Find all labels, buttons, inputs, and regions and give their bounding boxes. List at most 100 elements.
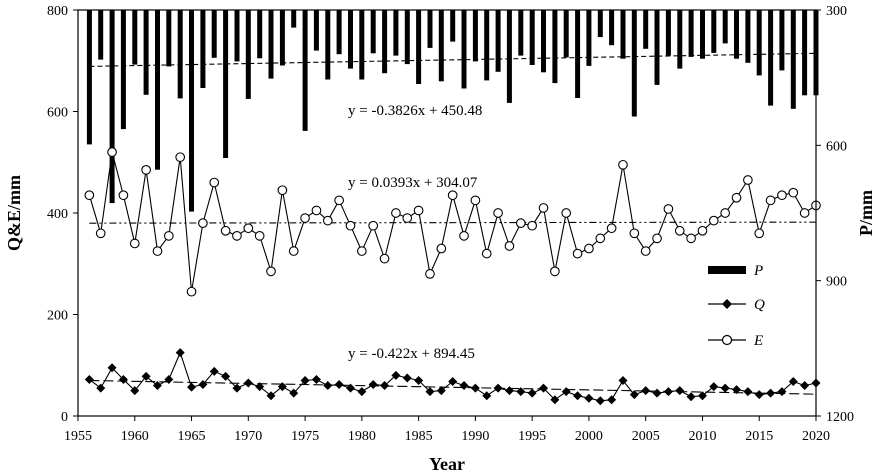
q-point-1989	[459, 381, 469, 391]
x-tick-label-1970: 1970	[234, 429, 262, 444]
p-bar-1961	[143, 10, 149, 95]
p-bar-1971	[257, 10, 263, 59]
p-bar-1976	[313, 10, 319, 51]
p-bar-2015	[756, 10, 762, 76]
y-left-tick-label-800: 800	[47, 4, 68, 19]
e-point-1961	[141, 165, 151, 175]
p-bar-1988	[450, 10, 456, 42]
y-left-tick-label-200: 200	[47, 309, 68, 324]
p-bar-2007	[665, 10, 671, 56]
x-tick-label-1960: 1960	[121, 429, 149, 444]
p-bar-2012	[722, 10, 728, 44]
e-point-1957	[95, 228, 106, 239]
p-bar-1972	[268, 10, 274, 79]
y-left-tick-label-0: 0	[61, 410, 68, 425]
e-point-1963	[163, 230, 174, 241]
trend-equation-p: y = -0.3826x + 450.48	[348, 103, 482, 119]
e-point-1974	[288, 246, 299, 256]
e-point-1964	[175, 152, 186, 163]
q-point-1963	[164, 374, 174, 384]
p-bar-1957	[98, 10, 104, 60]
q-point-1973	[277, 382, 287, 392]
trendline-layer	[89, 52, 817, 395]
y-right-tick-label-600: 600	[826, 139, 847, 154]
p-bar-1958	[109, 10, 115, 204]
e-point-1977	[322, 215, 333, 226]
e-point-1987	[436, 243, 447, 254]
p-bar-1998	[563, 10, 569, 58]
e-point-2005	[640, 246, 651, 256]
e-point-1984	[402, 213, 413, 223]
legend: P Q E	[708, 263, 765, 349]
e-point-2018	[788, 187, 799, 198]
q-point-1978	[334, 380, 344, 390]
y-right-tick-label-1200: 1200	[826, 410, 854, 425]
q-point-2004	[629, 390, 639, 400]
e-point-2013	[731, 192, 742, 203]
e-point-2010	[697, 225, 708, 236]
q-point-1968	[221, 371, 231, 381]
p-bar-1981	[370, 10, 376, 54]
e-point-1997	[550, 266, 560, 277]
e-point-2015	[754, 228, 765, 239]
q-point-1960	[130, 386, 140, 396]
e-point-1994	[515, 218, 526, 228]
x-tick-label-1965: 1965	[178, 429, 206, 444]
p-bar-1980	[359, 10, 365, 80]
e-point-1980	[356, 246, 367, 256]
p-bar-1994	[518, 10, 524, 56]
p-bar-1968	[223, 10, 229, 158]
axis-layer: 1955 1960 1965 1970 1975 1980 1985 1990 1995 2000…	[47, 4, 854, 444]
e-point-1967	[209, 177, 220, 188]
e-point-1970	[243, 223, 254, 234]
p-bar-1978	[336, 10, 342, 55]
q-point-1988	[448, 376, 458, 386]
p-bar-1999	[575, 10, 581, 98]
legend-label-q: Q	[754, 297, 765, 313]
e-point-1958	[107, 147, 117, 157]
p-bar-1991	[484, 10, 490, 81]
trend-equation-e: y = 0.0393x + 304.07	[348, 175, 478, 191]
p-bar-layer	[86, 10, 819, 212]
e-point-1978	[334, 195, 344, 206]
e-point-1999	[572, 248, 583, 259]
p-bar-1982	[382, 10, 388, 74]
q-point-2010	[697, 391, 707, 401]
q-point-1992	[493, 383, 503, 393]
p-bar-2006	[654, 10, 660, 85]
e-point-1998	[561, 208, 572, 218]
p-bar-1977	[325, 10, 331, 80]
e-point-1972	[266, 266, 276, 277]
p-bar-1962	[155, 10, 160, 170]
p-bar-1987	[438, 10, 444, 82]
q-point-1967	[209, 366, 219, 376]
e-point-2000	[584, 243, 594, 254]
p-bar-1967	[211, 10, 217, 58]
y-left-tick-label-400: 400	[47, 207, 68, 222]
q-point-1962	[152, 381, 162, 391]
q-point-2003	[618, 375, 628, 385]
p-bar-1965	[189, 10, 194, 212]
q-point-1964	[175, 348, 185, 358]
x-tick-label-1985: 1985	[405, 429, 433, 444]
e-point-1971	[254, 230, 265, 241]
x-axis-title: Year	[429, 454, 465, 474]
e-point-1991	[481, 248, 492, 259]
q-point-1984	[402, 373, 412, 383]
legend-swatch-e-marker	[721, 334, 733, 346]
q-point-1995	[527, 388, 537, 398]
p-bar-2002	[609, 10, 615, 46]
q-point-2008	[675, 386, 685, 396]
e-point-1993	[504, 241, 515, 251]
e-point-2017	[777, 190, 787, 201]
x-tick-label-1980: 1980	[348, 429, 376, 444]
e-point-2004	[629, 228, 640, 239]
e-point-2007	[663, 204, 674, 214]
e-point-2009	[686, 233, 696, 244]
trend-equation-q: y = -0.422x + 894.45	[348, 346, 475, 362]
e-point-2019	[799, 208, 810, 218]
q-point-1979	[345, 383, 355, 393]
e-point-1982	[379, 253, 390, 264]
p-bar-1970	[245, 10, 251, 99]
